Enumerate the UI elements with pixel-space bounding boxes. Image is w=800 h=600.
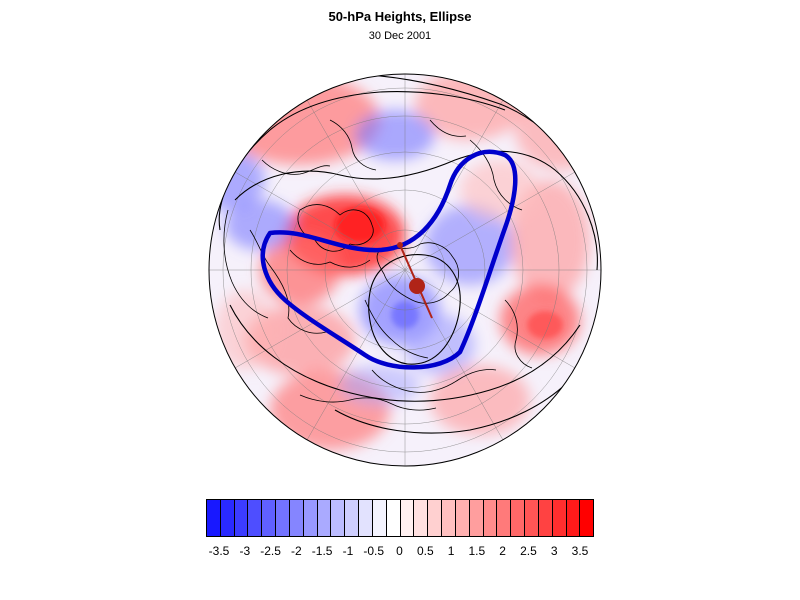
colorbar-swatch xyxy=(331,500,346,536)
colorbar-swatch xyxy=(414,500,429,536)
colorbar-tick-label: 1 xyxy=(447,544,455,558)
colorbar-swatch xyxy=(483,500,498,536)
colorbar-labels: -3.5 -3 -2.5 -2 -1.5 -1 -0.5 0 0.5 1 1.5 2 2.5 3 3.5 xyxy=(0,544,800,560)
colorbar-tick-label: 2.5 xyxy=(520,544,537,558)
colorbar-tick-label: 3.5 xyxy=(571,544,589,558)
colorbar-swatch xyxy=(234,500,249,536)
colorbar-tick-label: 0 xyxy=(396,544,403,558)
ellipse-axis-marker xyxy=(397,242,433,319)
colorbar-tick-label: -2.5 xyxy=(260,544,281,558)
colorbar-tick-label: -2 xyxy=(291,544,302,558)
colorbar-swatch xyxy=(289,500,304,536)
ellipse-center-dot xyxy=(409,278,425,294)
colorbar-swatch xyxy=(455,500,470,536)
colorbar-swatch xyxy=(303,500,318,536)
colorbar-tick-label: 2 xyxy=(499,544,506,558)
colorbar-swatch xyxy=(262,500,277,536)
colorbar-swatch xyxy=(400,500,415,536)
colorbar-swatch xyxy=(359,500,373,536)
colorbar-swatch xyxy=(372,500,387,536)
colorbar-swatch xyxy=(345,500,360,536)
colorbar-swatch xyxy=(538,500,553,536)
polar-map xyxy=(208,73,602,467)
colorbar-swatch xyxy=(276,500,290,536)
colorbar-swatch xyxy=(566,500,581,536)
colorbar-swatch xyxy=(442,500,456,536)
colorbar-swatch xyxy=(207,500,221,536)
colorbar-swatch xyxy=(511,500,526,536)
colorbar-swatch xyxy=(220,500,235,536)
colorbar-swatch xyxy=(428,500,443,536)
colorbar-swatch xyxy=(469,500,484,536)
colorbar-swatch xyxy=(552,500,567,536)
colorbar-tick-label: -0.5 xyxy=(363,544,385,558)
map-title: 50-hPa Heights, Ellipse xyxy=(328,9,472,24)
colorbar-swatch xyxy=(497,500,512,536)
colorbar-swatch xyxy=(248,500,263,536)
colorbar-swatch xyxy=(317,500,332,536)
colorbar-swatch xyxy=(580,500,594,536)
colorbar xyxy=(206,499,594,537)
coastlines xyxy=(223,119,533,411)
ellipse-height-contour xyxy=(260,149,518,370)
colorbar-tick-label: -1 xyxy=(342,544,354,558)
colorbar-swatch xyxy=(525,500,539,536)
colorbar-tick-label: -3.5 xyxy=(208,544,230,558)
colorbar-tick-label: 1.5 xyxy=(468,544,486,558)
colorbar-tick-label: -3 xyxy=(239,544,251,558)
map-date: 30 Dec 2001 xyxy=(368,30,432,42)
colorbar-tick-label: 3 xyxy=(550,544,558,558)
colorbar-tick-label: -1.5 xyxy=(311,544,333,558)
colorbar-tick-label: 0.5 xyxy=(416,544,434,558)
map-outline xyxy=(208,73,602,467)
colorbar-swatch xyxy=(386,500,401,536)
